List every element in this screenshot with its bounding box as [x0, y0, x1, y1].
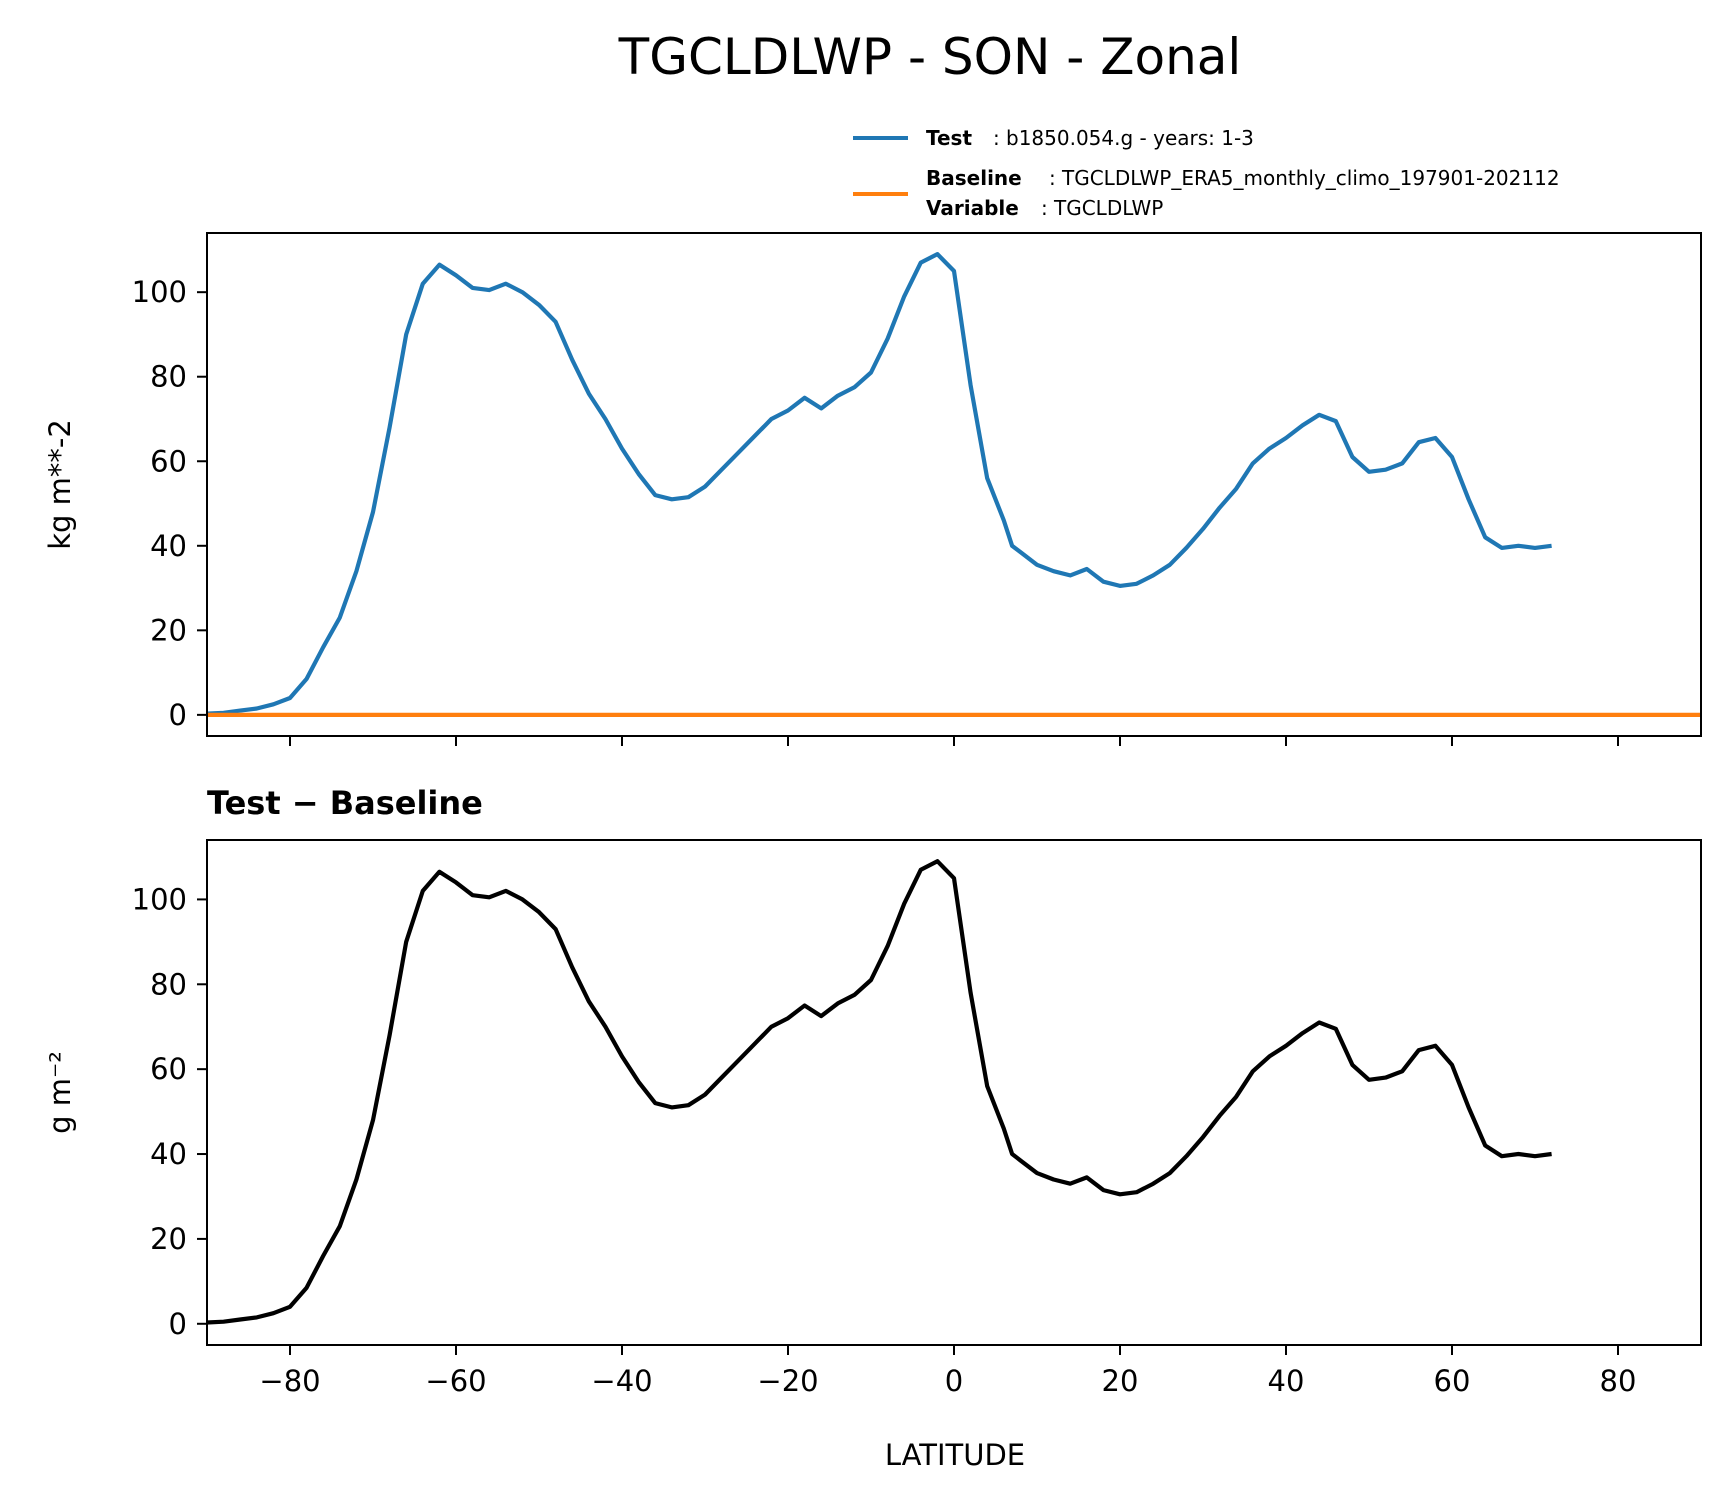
y-axis-label-1: g m⁻²: [43, 1051, 77, 1134]
bottom-panel: 0 20 40 60 80 100 −80 −60 −40 −20 0 20 40 60 80 g m⁻²: [43, 839, 1702, 1398]
y-tick-label-0-60: 60: [150, 444, 187, 478]
y-tick-label-1-40: 40: [150, 1137, 187, 1171]
series-line-panel-1: [207, 859, 1552, 1325]
bottom-panel-subtitle: Test − Baseline: [207, 784, 483, 822]
top-panel: 0 20 40 60 80 100 kg m**-2: [43, 232, 1702, 746]
y-tick-label-1-80: 80: [150, 967, 187, 1001]
x-tick-label-3: −20: [757, 1364, 818, 1398]
chart-title: TGCLDLWP - SON - Zonal: [618, 28, 1242, 86]
legend-text-baseline: TGCLDLWP_ERA5_monthly_climo_197901-20211…: [1061, 166, 1560, 190]
y-tick-label-1-100: 100: [132, 882, 187, 916]
legend-key-baseline: Baseline: [926, 166, 1022, 190]
legend-text-test: b1850.054.g - years: 1-3: [1006, 126, 1254, 150]
legend-text-variable: TGCLDLWP: [1053, 196, 1163, 220]
x-tick-label-1: −60: [425, 1364, 486, 1398]
y-tick-label-0-20: 20: [150, 613, 187, 647]
x-tick-label-0: −80: [259, 1364, 320, 1398]
y-tick-label-1-60: 60: [150, 1052, 187, 1086]
x-tick-label-8: 80: [1600, 1364, 1637, 1398]
plot-frame-0: [206, 232, 1702, 737]
y-tick-label-1-0: 0: [169, 1307, 187, 1341]
legend-key-test: Test: [926, 126, 972, 150]
legend-sep-test: :: [993, 126, 1000, 150]
y-tick-label-0-40: 40: [150, 529, 187, 563]
legend-sep-variable: :: [1041, 196, 1048, 220]
legend-sep-baseline: :: [1049, 166, 1056, 190]
x-tick-label-6: 40: [1268, 1364, 1305, 1398]
x-tick-label-4: 0: [945, 1364, 963, 1398]
x-tick-label-2: −40: [591, 1364, 652, 1398]
y-tick-label-0-80: 80: [150, 360, 187, 394]
x-axis-label: LATITUDE: [885, 1438, 1025, 1472]
y-axis-label-0: kg m**-2: [43, 419, 77, 550]
legend-key-variable: Variable: [926, 196, 1019, 220]
x-tick-label-7: 60: [1434, 1364, 1471, 1398]
y-tick-label-0-100: 100: [132, 275, 187, 309]
legend: Test : b1850.054.g - years: 1-3 Baseline…: [853, 126, 1560, 220]
y-tick-label-0-0: 0: [169, 698, 187, 732]
series-line-test: [207, 252, 1552, 716]
y-tick-label-1-20: 20: [150, 1222, 187, 1256]
plot-frame-1: [206, 839, 1702, 1346]
x-tick-label-5: 20: [1102, 1364, 1139, 1398]
